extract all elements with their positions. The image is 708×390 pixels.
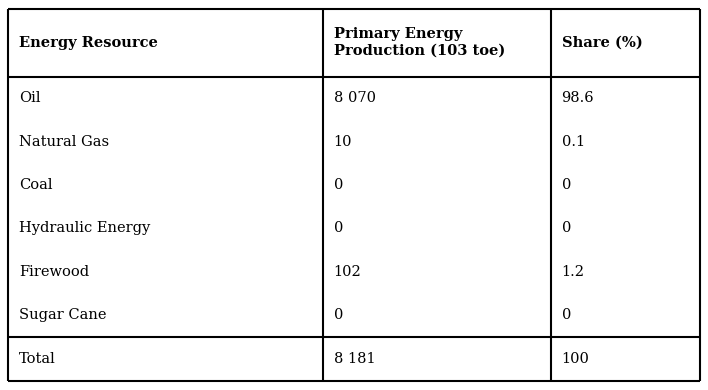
Text: Energy Resource: Energy Resource	[19, 36, 158, 50]
Text: 0: 0	[561, 222, 571, 235]
Text: Primary Energy
Production (103 toe): Primary Energy Production (103 toe)	[333, 27, 505, 58]
Text: Sugar Cane: Sugar Cane	[19, 308, 107, 322]
Text: 0: 0	[561, 178, 571, 192]
Text: 0: 0	[333, 308, 343, 322]
Text: Natural Gas: Natural Gas	[19, 135, 109, 149]
Text: 1.2: 1.2	[561, 265, 585, 278]
Text: Total: Total	[19, 352, 56, 366]
Text: 8 070: 8 070	[333, 92, 375, 105]
Text: 8 181: 8 181	[333, 352, 375, 366]
Text: Share (%): Share (%)	[561, 36, 642, 50]
Text: 0.1: 0.1	[561, 135, 585, 149]
Text: Oil: Oil	[19, 92, 40, 105]
Text: Coal: Coal	[19, 178, 52, 192]
Text: 102: 102	[333, 265, 361, 278]
Text: 98.6: 98.6	[561, 92, 594, 105]
Text: 0: 0	[333, 222, 343, 235]
Text: 0: 0	[561, 308, 571, 322]
Text: 10: 10	[333, 135, 352, 149]
Text: 100: 100	[561, 352, 590, 366]
Text: Firewood: Firewood	[19, 265, 89, 278]
Text: Hydraulic Energy: Hydraulic Energy	[19, 222, 150, 235]
Text: 0: 0	[333, 178, 343, 192]
